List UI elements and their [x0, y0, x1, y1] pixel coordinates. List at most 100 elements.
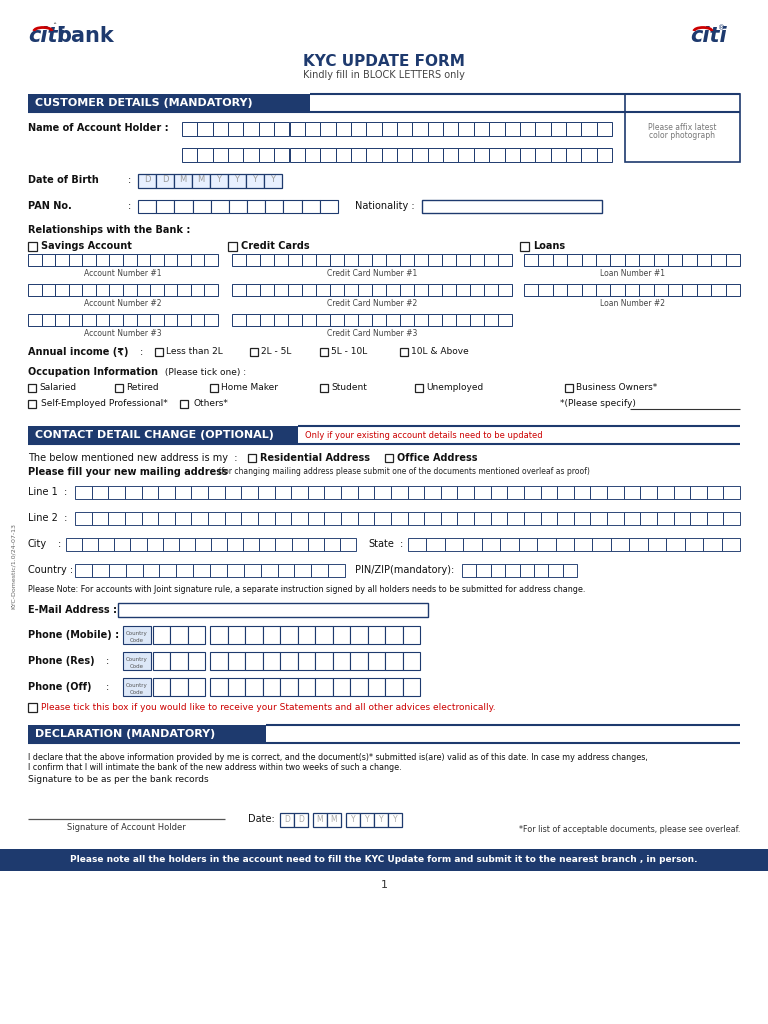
Bar	[41, 284, 55, 296]
Bar	[243, 564, 260, 577]
Bar	[445, 538, 463, 551]
Bar	[263, 678, 280, 696]
Bar	[524, 512, 541, 525]
Bar	[229, 200, 247, 213]
Bar	[179, 538, 195, 551]
Bar	[193, 200, 210, 213]
Bar	[484, 314, 498, 326]
Bar	[524, 254, 538, 266]
Bar	[415, 384, 423, 392]
Bar	[302, 200, 319, 213]
Bar	[505, 148, 520, 162]
Text: Code: Code	[130, 638, 144, 642]
Bar	[241, 486, 258, 499]
Bar	[553, 254, 568, 266]
Bar	[535, 148, 551, 162]
Bar	[374, 512, 391, 525]
Bar	[555, 538, 574, 551]
Bar	[442, 254, 456, 266]
Bar	[402, 626, 420, 644]
Bar	[316, 284, 330, 296]
Bar	[397, 148, 412, 162]
Bar	[551, 148, 566, 162]
Text: Loan Number #2: Loan Number #2	[600, 299, 664, 308]
Bar	[175, 486, 191, 499]
Bar	[55, 284, 68, 296]
Bar	[414, 314, 428, 326]
Bar	[684, 538, 703, 551]
Bar	[126, 564, 143, 577]
Bar	[283, 200, 302, 213]
Bar	[246, 314, 260, 326]
Text: Account Number #3: Account Number #3	[84, 330, 162, 339]
Text: Y: Y	[392, 814, 397, 823]
Bar	[400, 284, 414, 296]
Text: D: D	[162, 175, 168, 184]
Text: E-Mail Address :: E-Mail Address :	[28, 605, 117, 615]
Bar	[428, 254, 442, 266]
Bar	[138, 174, 156, 188]
Bar	[424, 512, 441, 525]
Bar	[243, 148, 259, 162]
Bar	[224, 486, 241, 499]
Text: Line 1  :: Line 1 :	[28, 487, 68, 497]
Bar	[442, 284, 456, 296]
Bar	[243, 538, 260, 551]
Bar	[258, 486, 274, 499]
Bar	[260, 254, 274, 266]
Bar	[534, 564, 548, 577]
Bar	[581, 122, 597, 136]
Bar	[156, 174, 174, 188]
Bar	[566, 148, 581, 162]
Text: (Please tick one) :: (Please tick one) :	[162, 368, 246, 377]
Bar	[308, 512, 324, 525]
Bar	[456, 254, 470, 266]
Bar	[305, 122, 320, 136]
Text: citi: citi	[28, 26, 65, 46]
Bar	[382, 148, 397, 162]
Bar	[82, 284, 96, 296]
Bar	[141, 512, 158, 525]
Bar	[290, 148, 305, 162]
Bar	[75, 486, 91, 499]
Bar	[391, 486, 408, 499]
Bar	[341, 512, 358, 525]
Bar	[174, 174, 192, 188]
Bar	[428, 284, 442, 296]
Text: Credit Card Number #1: Credit Card Number #1	[327, 269, 417, 279]
Bar	[327, 813, 341, 827]
Text: CONTACT DETAIL CHANGE (OPTIONAL): CONTACT DETAIL CHANGE (OPTIONAL)	[35, 430, 274, 440]
Bar	[625, 94, 740, 162]
Text: Y: Y	[234, 175, 240, 184]
Bar	[368, 652, 385, 670]
Bar	[41, 254, 55, 266]
Bar	[143, 564, 160, 577]
Text: Country: Country	[126, 683, 148, 688]
Bar	[258, 512, 274, 525]
Bar	[629, 538, 647, 551]
Text: Loans: Loans	[533, 241, 565, 251]
Text: Please Note: For accounts with Joint signature rule, a separate instruction sign: Please Note: For accounts with Joint sig…	[28, 586, 585, 595]
Bar	[92, 564, 109, 577]
Text: Business Owners*: Business Owners*	[576, 384, 657, 392]
Bar	[91, 512, 108, 525]
Bar	[191, 254, 204, 266]
Text: Line 2  :: Line 2 :	[28, 513, 68, 523]
Bar	[137, 314, 150, 326]
Bar	[382, 122, 397, 136]
Bar	[291, 486, 308, 499]
Text: Occupation Information: Occupation Information	[28, 367, 158, 377]
Text: *For list of acceptable documents, please see overleaf.: *For list of acceptable documents, pleas…	[518, 824, 740, 834]
Bar	[574, 512, 591, 525]
Bar	[505, 564, 519, 577]
Bar	[519, 564, 534, 577]
Bar	[372, 314, 386, 326]
Bar	[109, 254, 123, 266]
Text: Credit Card Number #2: Credit Card Number #2	[327, 299, 417, 308]
Bar	[227, 678, 245, 696]
Bar	[458, 486, 474, 499]
Bar	[697, 254, 711, 266]
Bar	[385, 678, 402, 696]
Bar	[344, 254, 358, 266]
Bar	[245, 678, 263, 696]
